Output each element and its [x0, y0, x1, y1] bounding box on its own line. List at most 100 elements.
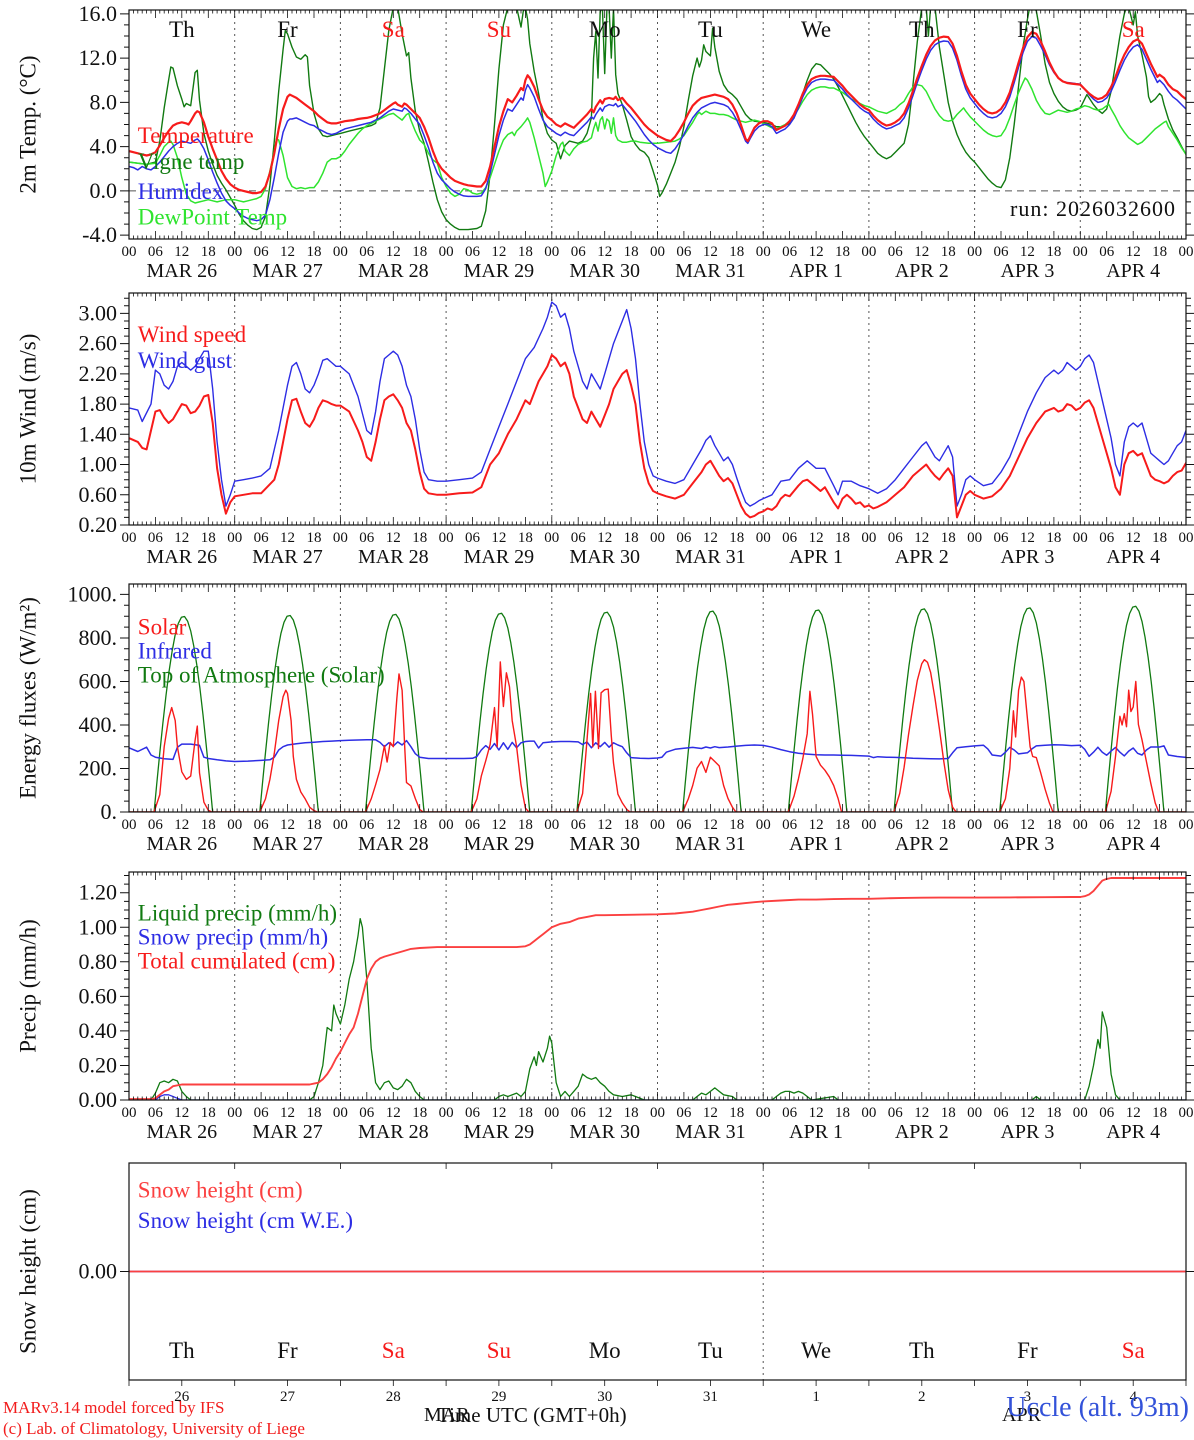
hour-tick-label: 18	[307, 1105, 322, 1121]
hour-tick-label: 00	[861, 817, 876, 833]
hour-tick-label: 12	[280, 244, 295, 260]
legend-snow-height-cm-w-e-: Snow height (cm W.E.)	[138, 1208, 353, 1233]
weekday-label: Mo	[589, 1338, 621, 1363]
hour-tick-label: 18	[201, 817, 216, 833]
hour-tick-label: 12	[703, 244, 718, 260]
hour-tick-label: 06	[782, 244, 798, 260]
hour-tick-label: 18	[307, 244, 322, 260]
hour-tick-label: 12	[809, 1105, 824, 1121]
weekday-label: Sa	[382, 1338, 405, 1363]
legend-humidex: Humidex	[138, 179, 224, 204]
hour-tick-label: 18	[412, 1105, 427, 1121]
date-tick-label: APR 1	[789, 546, 843, 568]
hour-tick-label: 18	[518, 244, 533, 260]
hour-tick-label: 06	[148, 817, 164, 833]
y-tick-label: 1.40	[79, 421, 118, 446]
hour-tick-label: 00	[1179, 1105, 1194, 1121]
hour-tick-label: 00	[650, 244, 665, 260]
hour-tick-label: 00	[756, 244, 771, 260]
wind-gust-line	[129, 301, 1186, 507]
weekday-label: We	[801, 1338, 831, 1363]
date-tick-label: MAR 31	[675, 833, 746, 855]
legend-top-of-atmosphere-solar-: Top of Atmosphere (Solar)	[138, 663, 385, 688]
hour-tick-label: 06	[148, 1105, 164, 1121]
hour-tick-label: 12	[280, 817, 295, 833]
y-tick-label: 12.0	[79, 45, 118, 70]
hour-tick-label: 00	[650, 817, 665, 833]
x-ticks	[128, 1163, 1187, 1386]
hour-tick-label: 12	[491, 530, 506, 546]
y-ticks	[120, 593, 1194, 813]
hour-tick-label: 06	[359, 1105, 375, 1121]
y-tick-label: 8.0	[90, 89, 118, 114]
hour-tick-label: 18	[412, 817, 427, 833]
hour-tick-label: 12	[703, 1105, 718, 1121]
hour-tick-label: 00	[1179, 244, 1194, 260]
hour-tick-label: 12	[1126, 1105, 1141, 1121]
hour-tick-label: 06	[254, 530, 270, 546]
day-number-label: 4	[1129, 1389, 1137, 1405]
hour-tick-label: 06	[994, 1105, 1010, 1121]
y-tick-label: 0.60	[79, 983, 118, 1008]
hour-tick-label: 12	[386, 817, 401, 833]
weekday-label: Sa	[382, 17, 405, 42]
hour-tick-label: 00	[650, 1105, 665, 1121]
hour-tick-label: 18	[941, 817, 956, 833]
hour-tick-label: 18	[201, 244, 216, 260]
date-tick-label: APR 3	[1000, 260, 1054, 282]
hour-tick-label: 06	[571, 530, 587, 546]
date-tick-label: APR 3	[1000, 833, 1054, 855]
weekday-label: Sa	[1122, 1338, 1145, 1363]
hour-tick-label: 00	[439, 1105, 454, 1121]
hour-tick-label: 12	[809, 244, 824, 260]
hour-tick-label: 00	[122, 244, 137, 260]
y-axis-title: Energy fluxes (W/m²)	[15, 597, 40, 799]
wind-speed-line	[129, 354, 1186, 519]
date-tick-label: MAR 30	[569, 833, 640, 855]
date-tick-label: MAR 28	[358, 546, 429, 568]
hour-tick-label: 12	[597, 530, 612, 546]
hour-tick-label: 18	[624, 244, 639, 260]
date-tick-label: MAR 28	[358, 260, 429, 282]
day-number-label: 2	[918, 1389, 926, 1405]
hour-tick-label: 00	[1179, 530, 1194, 546]
date-tick-label: MAR 30	[569, 260, 640, 282]
date-tick-label: APR 1	[789, 260, 843, 282]
hour-tick-label: 00	[333, 1105, 348, 1121]
date-tick-label: MAR 31	[675, 260, 746, 282]
hour-tick-label: 00	[544, 817, 559, 833]
hour-tick-label: 18	[307, 530, 322, 546]
date-tick-label: MAR 27	[252, 833, 323, 855]
y-tick-label: 0.00	[79, 1259, 118, 1284]
y-axis-title: Precip (mm/h)	[15, 919, 40, 1053]
hour-tick-label: 00	[756, 817, 771, 833]
hour-tick-label: 06	[254, 244, 270, 260]
hour-tick-label: 18	[412, 530, 427, 546]
hour-tick-label: 00	[544, 244, 559, 260]
hour-tick-label: 18	[201, 1105, 216, 1121]
y-tick-label: 2.20	[79, 361, 118, 386]
weekday-label: We	[801, 17, 831, 42]
weekday-label: Tu	[698, 1338, 723, 1363]
date-tick-label: MAR 29	[464, 1121, 535, 1143]
dewpoint-temp-line	[129, 77, 1186, 204]
y-tick-label: 0.40	[79, 1018, 118, 1043]
y-tick-label: 800.	[79, 625, 118, 650]
hour-tick-label: 18	[835, 817, 850, 833]
date-tick-label: APR 2	[895, 1121, 949, 1143]
y-tick-label: 600.	[79, 669, 118, 694]
legend-snow-precip-mm-h-: Snow precip (mm/h)	[138, 925, 328, 950]
date-tick-label: APR 2	[895, 546, 949, 568]
time-axis-label: Time UTC (GMT+0h)	[437, 1403, 627, 1427]
hour-tick-label: 06	[1099, 530, 1115, 546]
date-tick-label: MAR 30	[569, 1121, 640, 1143]
hour-tick-label: 00	[1073, 1105, 1088, 1121]
hour-tick-label: 12	[597, 244, 612, 260]
hour-tick-label: 00	[861, 244, 876, 260]
hour-tick-label: 06	[994, 530, 1010, 546]
date-tick-label: MAR 26	[147, 260, 218, 282]
hour-tick-label: 18	[518, 1105, 533, 1121]
hour-tick-label: 00	[756, 530, 771, 546]
